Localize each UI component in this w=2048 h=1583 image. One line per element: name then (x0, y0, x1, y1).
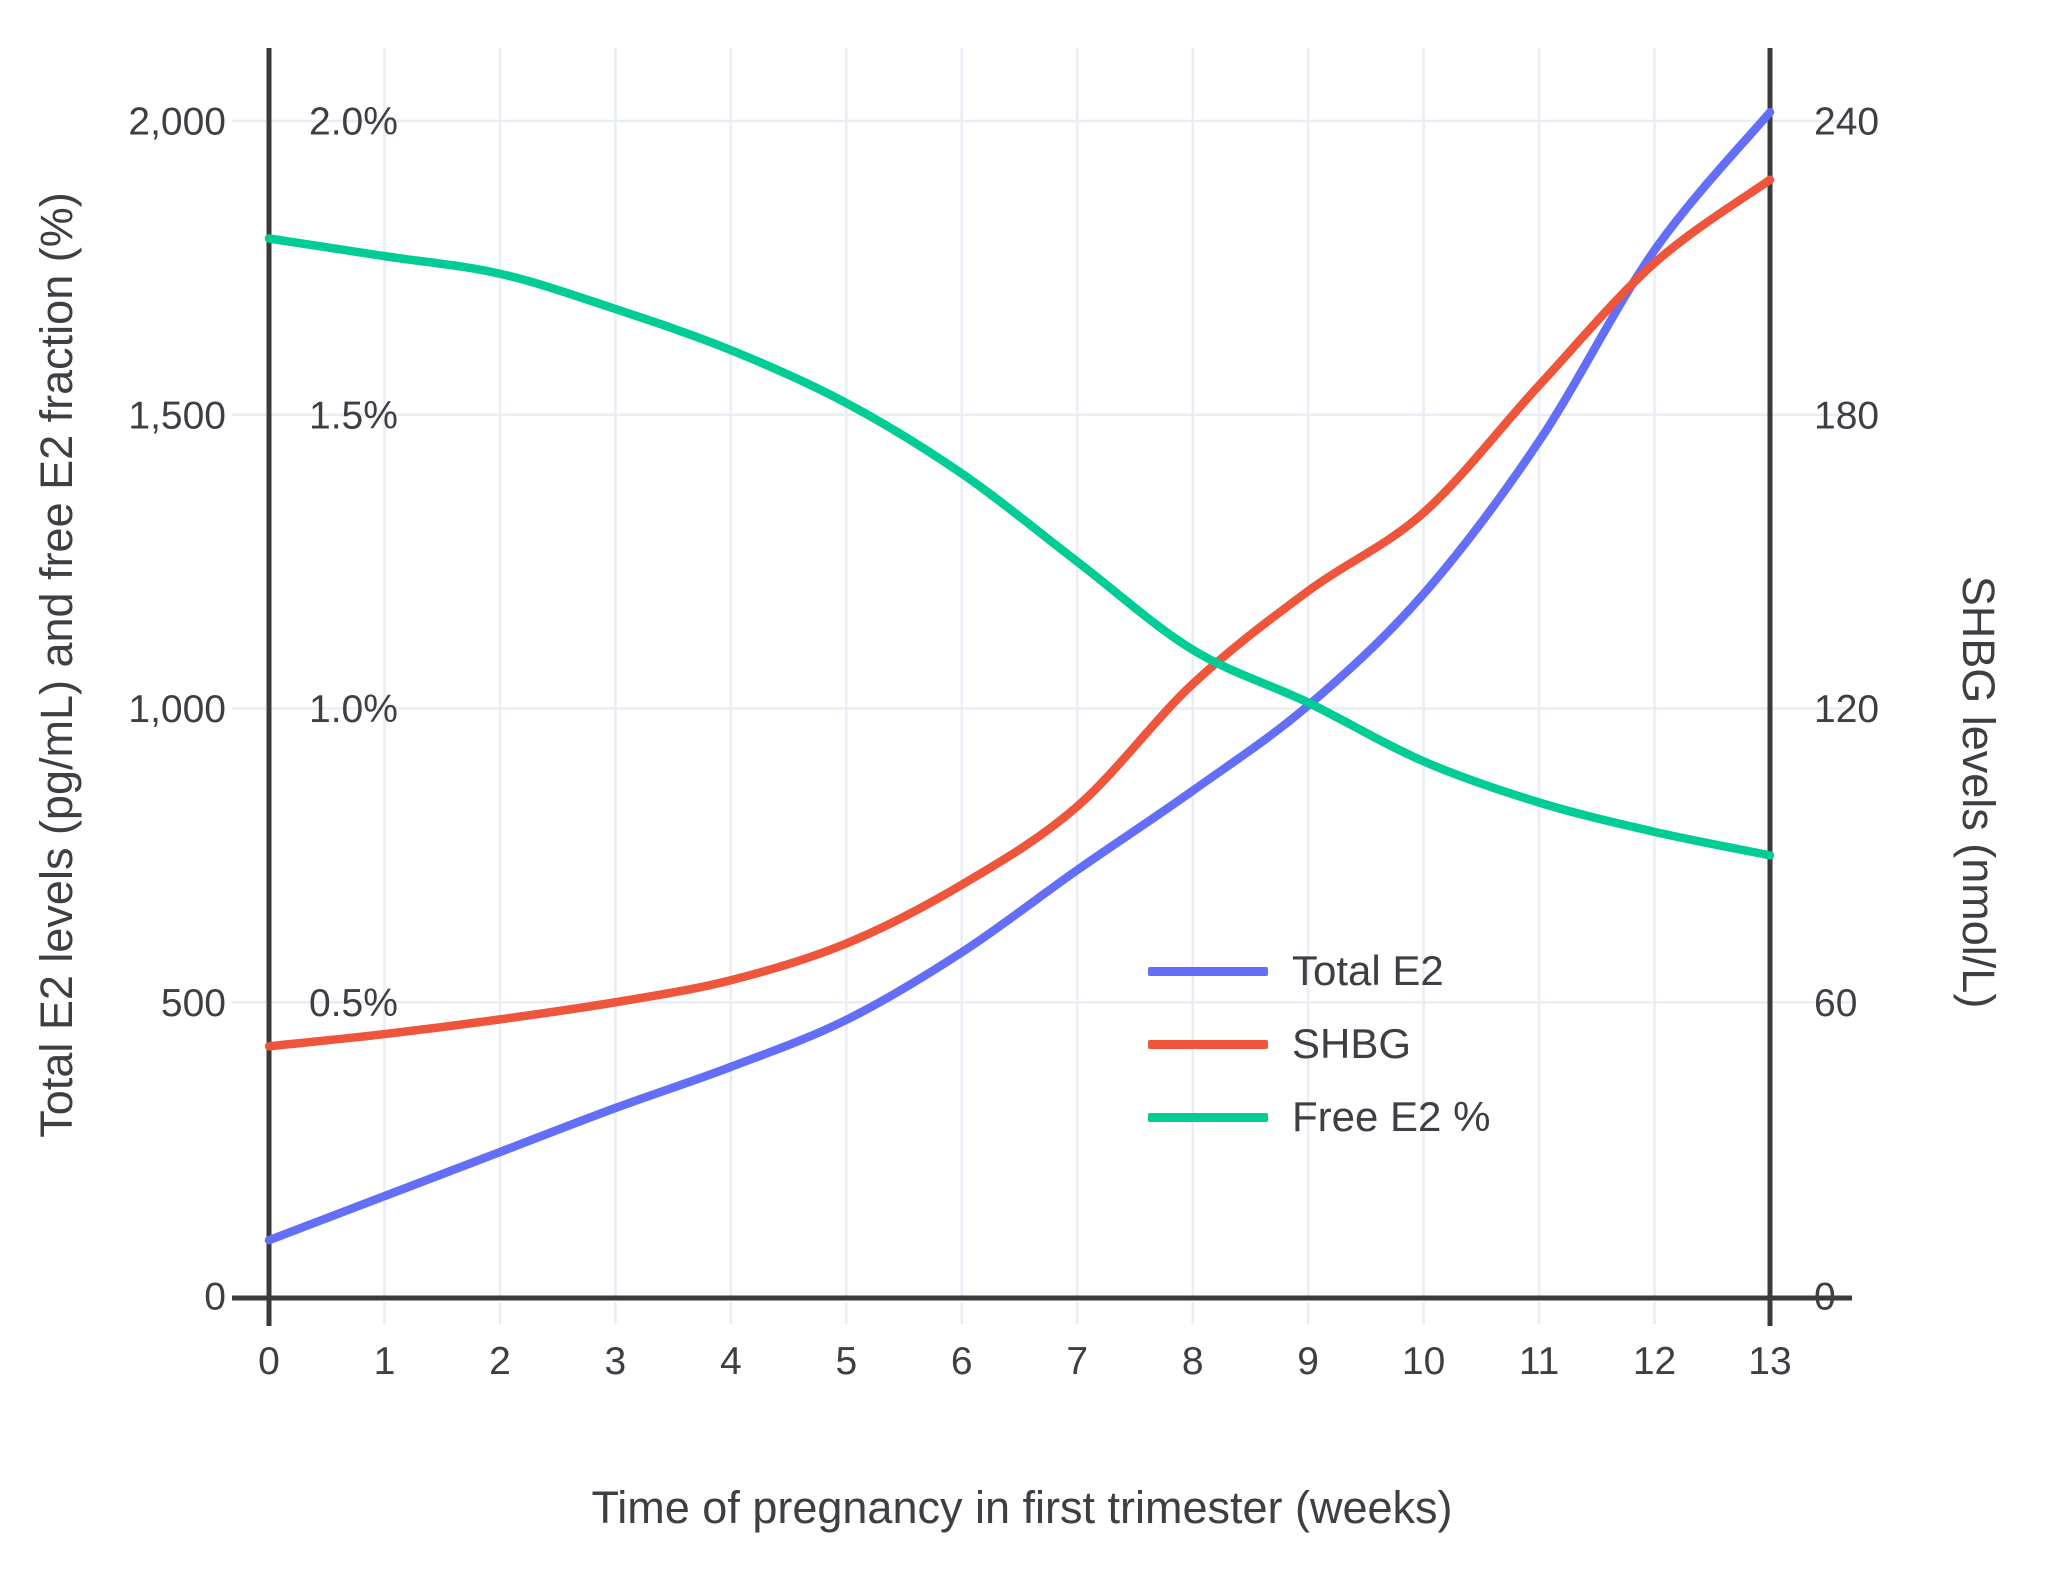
y-axis-title-right: SHBG levels (nmol/L) (1953, 575, 2004, 1009)
y-tick-label-left: 0 (204, 1276, 226, 1319)
legend-line-swatch (1148, 1039, 1268, 1049)
y-axis-title-left: Total E2 levels (pg/mL) and free E2 frac… (31, 192, 82, 1138)
legend-item-shbg[interactable]: SHBG (1148, 1023, 1490, 1065)
legend-line-swatch (1148, 1112, 1268, 1122)
y-tick-label-left: 1,000 (128, 688, 226, 731)
y-tick-label-percent: 1.5% (309, 394, 398, 437)
x-tick-label: 11 (1519, 1340, 1560, 1383)
y-tick-label-right: 180 (1814, 394, 1879, 437)
legend-line-swatch (1148, 966, 1268, 976)
x-tick-label: 2 (489, 1340, 511, 1383)
y-tick-label-percent: 2.0% (309, 101, 398, 144)
x-tick-label: 3 (605, 1340, 627, 1383)
x-axis-title: Time of pregnancy in first trimester (we… (591, 1482, 1453, 1533)
legend-item-total-e2[interactable]: Total E2 (1148, 950, 1490, 992)
x-tick-label: 10 (1402, 1340, 1445, 1383)
x-tick-label: 8 (1182, 1340, 1204, 1383)
legend-label: Total E2 (1292, 947, 1444, 994)
legend-label: SHBG (1292, 1020, 1412, 1067)
curve-shbg (264, 175, 1775, 1051)
y-tick-label-percent: 0.5% (309, 982, 398, 1025)
legend-item-free-e2-[interactable]: Free E2 % (1148, 1096, 1490, 1138)
x-tick-label: 6 (951, 1340, 973, 1383)
curve-free-e2- (264, 234, 1775, 860)
y-tick-label-right: 120 (1814, 688, 1879, 731)
curve-total-e2 (264, 107, 1775, 1245)
x-tick-label: 7 (1066, 1340, 1088, 1383)
legend-label: Free E2 % (1292, 1093, 1491, 1140)
x-tick-label: 0 (258, 1340, 280, 1383)
x-tick-label: 9 (1297, 1340, 1319, 1383)
x-tick-label: 4 (720, 1340, 742, 1383)
y-tick-label-percent: 1.0% (309, 688, 398, 731)
y-tick-label-left: 1,500 (128, 394, 226, 437)
y-tick-label-left: 2,000 (128, 101, 226, 144)
x-tick-label: 12 (1633, 1340, 1676, 1383)
x-tick-label: 5 (835, 1340, 857, 1383)
y-tick-label-right: 0 (1814, 1276, 1836, 1319)
x-tick-label: 13 (1748, 1340, 1791, 1383)
y-tick-label-left: 500 (161, 982, 226, 1025)
legend: Total E2 SHBG Free E2 % (1148, 950, 1490, 1138)
y-tick-label-right: 240 (1814, 101, 1879, 144)
y-tick-label-right: 60 (1814, 982, 1857, 1025)
x-tick-label: 1 (374, 1340, 396, 1383)
